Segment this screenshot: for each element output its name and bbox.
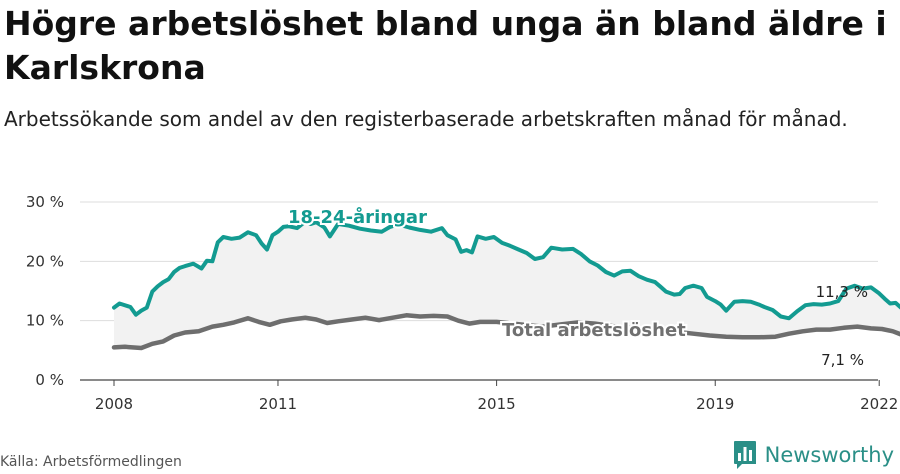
x-tick-label: 2019: [696, 395, 734, 413]
brand-name: Newsworthy: [764, 443, 894, 467]
series-annotations: 18-24-åringar Total arbetslöshet 11,3 % …: [286, 204, 868, 369]
y-axis-ticks: 0 % 10 % 20 % 30 %: [26, 193, 64, 389]
x-tick-label: 2008: [95, 395, 133, 413]
series-label-total: Total arbetslöshet: [502, 320, 686, 341]
series-label-youth: 18-24-åringar: [288, 206, 427, 228]
brand-logo: Newsworthy: [733, 440, 894, 470]
chart-title: Högre arbetslöshet bland unga än bland ä…: [4, 4, 887, 87]
source-note: Källa: Arbetsförmedlingen: [0, 454, 182, 470]
bar-chart-logo-icon: [733, 441, 756, 469]
y-tick-label: 30 %: [26, 193, 64, 211]
y-tick-label: 0 %: [35, 371, 64, 389]
x-tick-label: 2022: [860, 395, 898, 413]
end-value-label-total: 7,1 %: [821, 351, 864, 369]
series-line-total: [111, 313, 900, 351]
x-axis-ticks: 2008 2011 2015 2019 2022: [95, 380, 898, 413]
x-tick-label: 2011: [259, 395, 297, 413]
y-tick-label: 10 %: [26, 312, 64, 330]
y-tick-label: 20 %: [26, 252, 64, 270]
chart-subtitle: Arbetssökande som andel av den registerb…: [4, 107, 848, 131]
series-line-youth: [112, 219, 900, 321]
x-tick-label: 2015: [478, 395, 516, 413]
end-value-label-youth: 11,3 %: [816, 283, 868, 301]
